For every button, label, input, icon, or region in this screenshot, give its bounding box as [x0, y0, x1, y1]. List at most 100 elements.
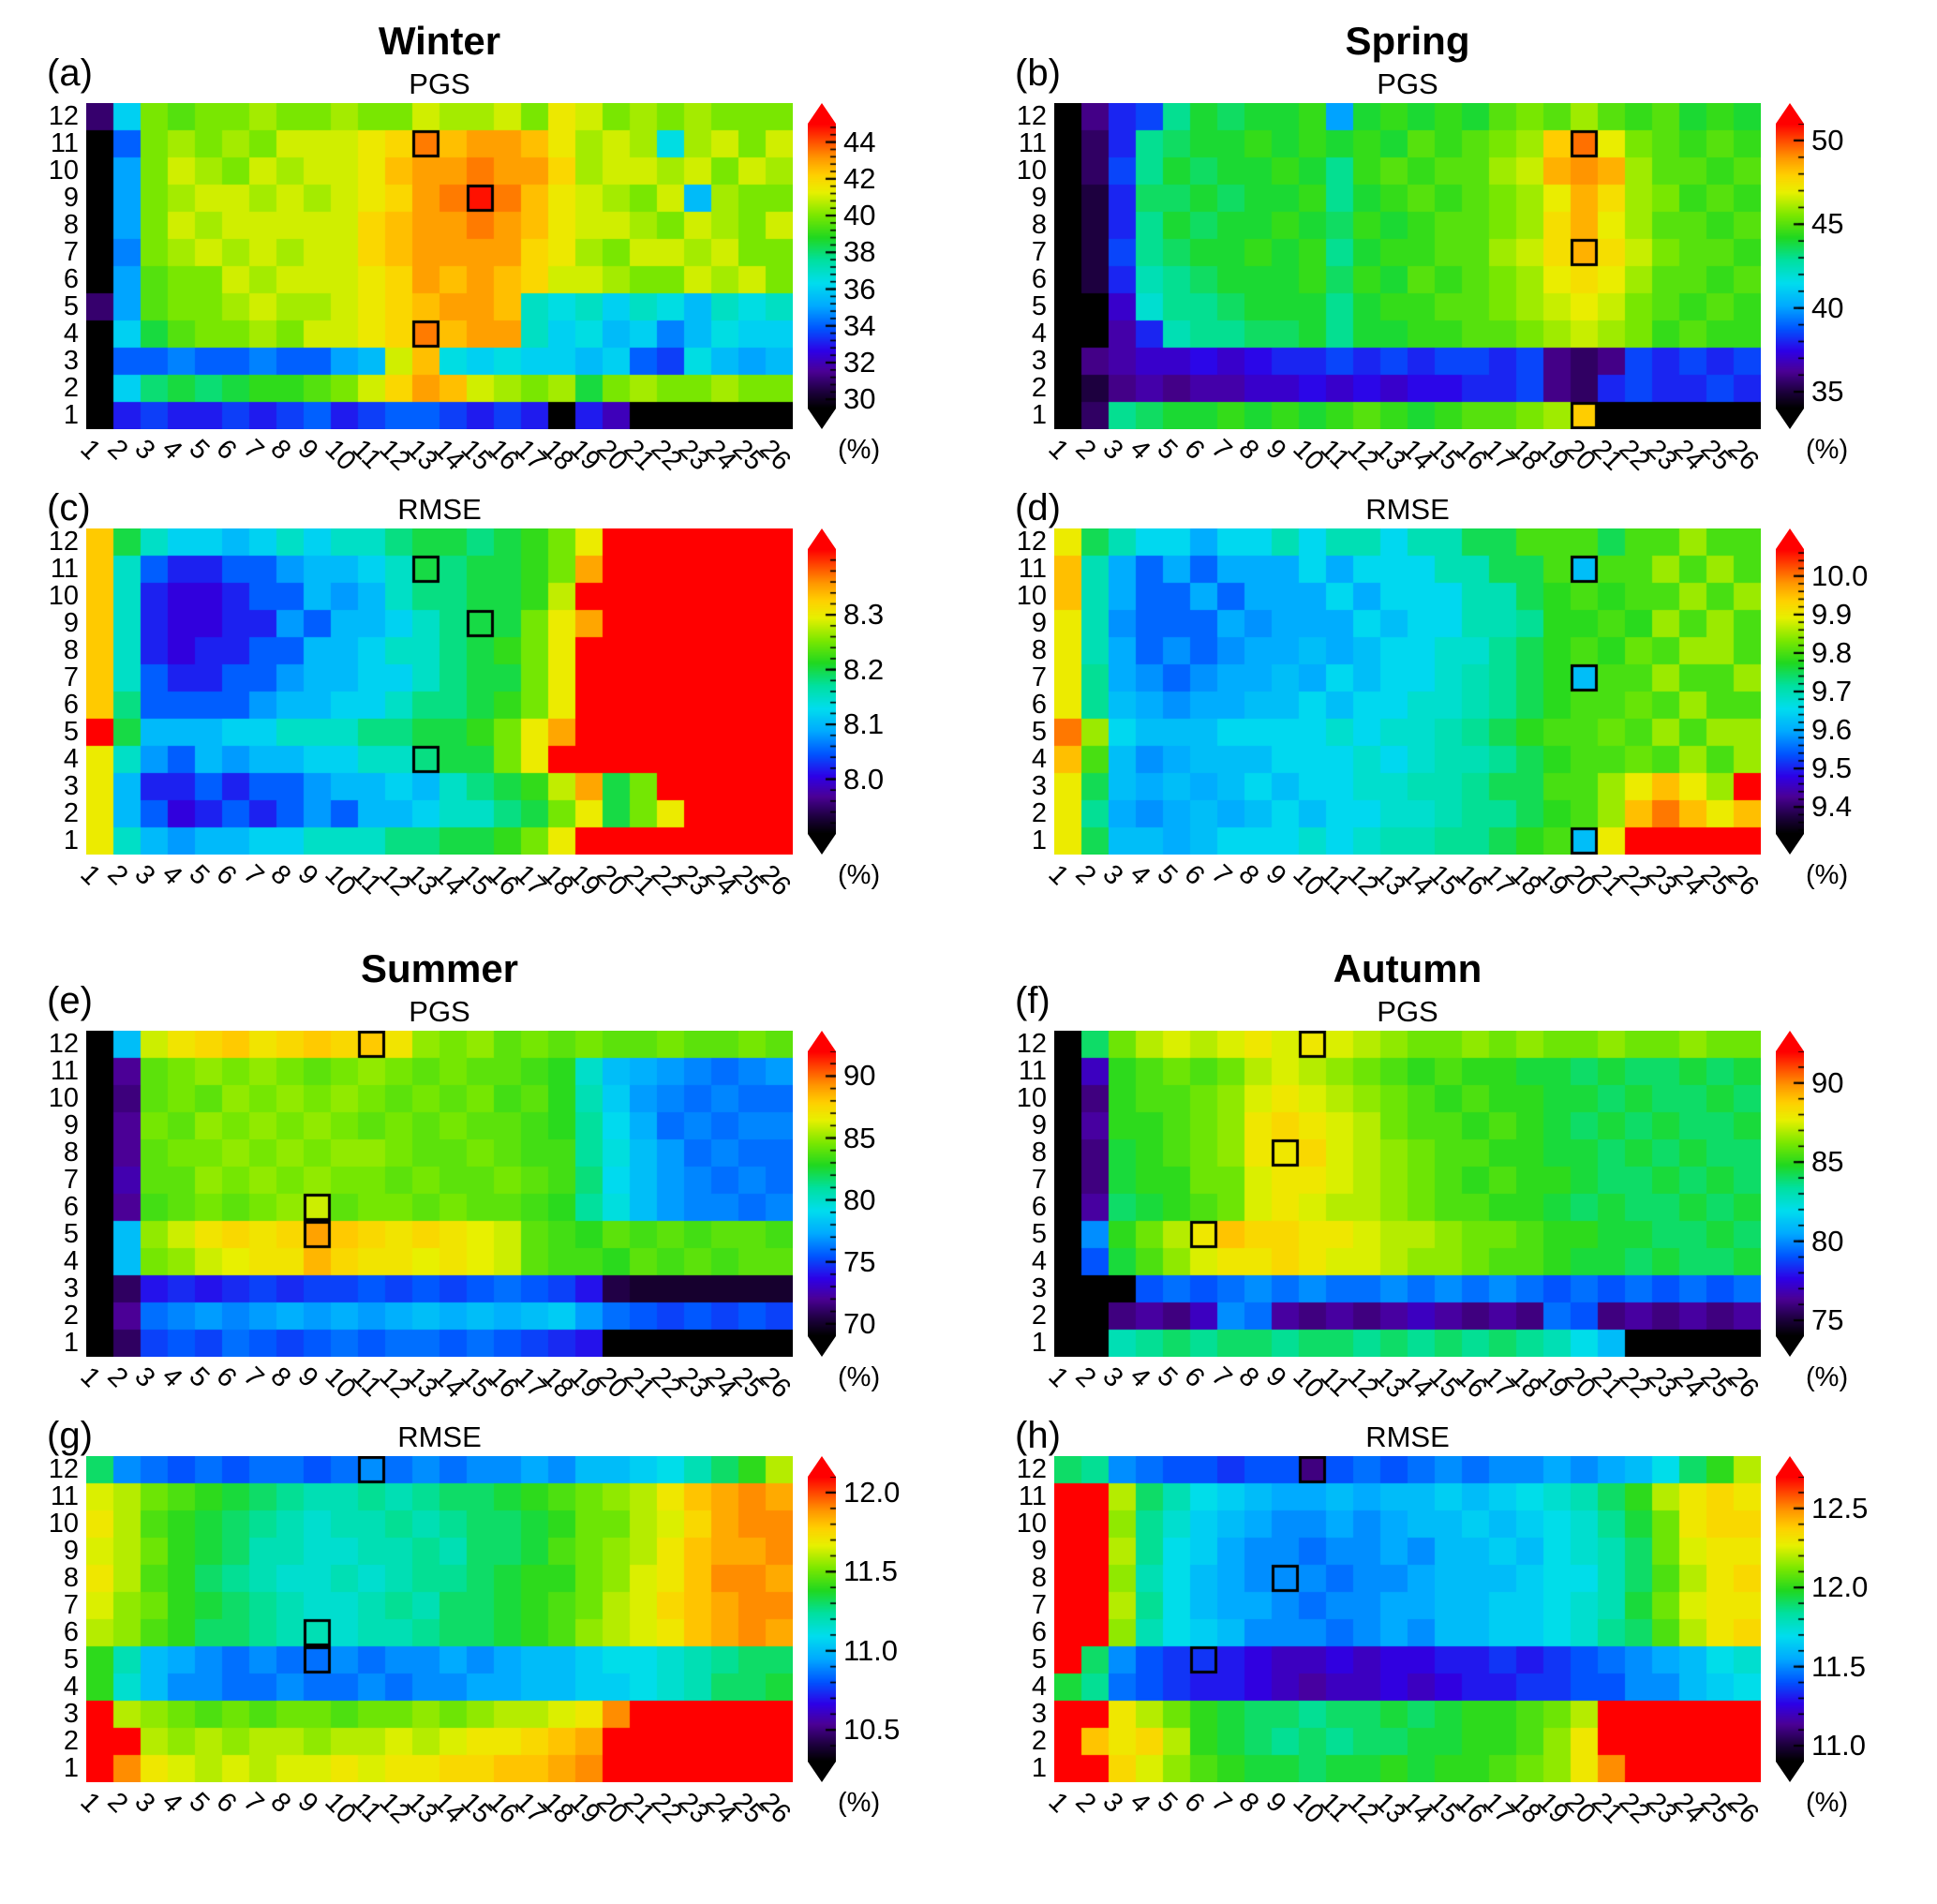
y-tick-label: 6: [63, 1617, 79, 1647]
colorbar-tick-labels: 12.5 12.0 11.5 11.0: [1811, 1456, 1888, 1782]
x-tick-label: 5: [182, 859, 215, 892]
y-tick-label: 7: [63, 662, 79, 692]
y-tick-label: 1: [63, 1328, 79, 1358]
plot-row: 12 11 10 9 8 7 6 5 4 3 2 1 1 2 3 4 5 6 7 8 9 10 11 12 13 14 15 16 1…: [43, 1456, 968, 1838]
y-tick-label: 2: [63, 373, 79, 403]
metric-title: PGS: [1377, 995, 1438, 1028]
colorbar-tick-label: 12.5: [1811, 1491, 1869, 1525]
x-tick-label: 5: [1150, 1787, 1183, 1820]
colorbar-over-range-arrow-icon: [1776, 103, 1804, 124]
x-tick-label: 9: [1259, 859, 1291, 892]
x-tick-label: 3: [127, 434, 160, 467]
y-tick-label: 10: [1016, 1083, 1047, 1113]
panel-label: (d): [1015, 487, 1061, 528]
x-tick-label: 3: [1095, 1361, 1128, 1394]
colorbar-tick-label: 30: [843, 382, 876, 416]
y-tick-label: 2: [63, 798, 79, 828]
x-tick-label: 7: [1204, 1787, 1237, 1820]
heatmap-wrap: 1 2 3 4 5 6 7 8 9 10 11 12 13 14 15 16 17 18 19 20 21 22 23 24 2…: [74, 1456, 797, 1838]
colorbar-tick-label: 11.5: [843, 1554, 899, 1588]
x-tick-label: 8: [1231, 1361, 1264, 1394]
plot-row: 12 11 10 9 8 7 6 5 4 3 2 1 1 2 3 4 5 6 7 8 9 10 11 12 13 14 15 16 1…: [1011, 528, 1937, 911]
heatmap-panel: RMSE (d) 12 11 10 9 8 7 6 5 4 3 2 1 1 2 3 4 5 6 7 8 9 10 11 12…: [968, 487, 1937, 915]
y-tick-label: 3: [63, 1273, 79, 1303]
x-tick-label: 2: [100, 859, 133, 892]
x-tick-label: 26: [1721, 1361, 1765, 1405]
colorbar-tick-label: 9.4: [1811, 790, 1853, 824]
y-tick-label: 1: [63, 400, 79, 430]
x-tick-label: 26: [752, 1361, 797, 1405]
y-tick-label: 9: [1031, 608, 1047, 638]
colorbar-under-range-arrow-icon: [1776, 1336, 1804, 1357]
y-tick-label: 12: [48, 527, 79, 557]
colorbar-tick-label: 34: [843, 308, 876, 342]
metric-title: PGS: [1377, 67, 1438, 100]
x-tick-label: 2: [100, 1361, 133, 1394]
x-tick-label: 4: [155, 434, 187, 467]
y-tick-label: 2: [63, 1301, 79, 1331]
x-tick-label: 2: [100, 434, 133, 467]
x-tick-label: 4: [155, 1361, 187, 1394]
x-tick-label: 2: [1068, 859, 1101, 892]
x-tick-label: 26: [752, 1787, 797, 1830]
colorbar-tick-label: 11.5: [1811, 1649, 1867, 1683]
x-tick-label: 2: [100, 1787, 133, 1820]
colorbar-tick-label: 36: [843, 272, 876, 305]
colorbar-tick-labels: 12.0 11.5 11.0 10.5: [843, 1456, 920, 1782]
y-tick-label: 9: [63, 1110, 79, 1140]
colorbar-tick-label: 9.5: [1811, 751, 1853, 785]
y-tick-label: 9: [1031, 1110, 1047, 1140]
colorbar: 12.0 11.5 11.0 10.5 (%): [808, 1456, 920, 1831]
y-tick-label: 5: [63, 291, 79, 321]
colorbar-tick-label: 38: [843, 235, 876, 269]
x-tick-label: 7: [236, 1787, 269, 1820]
y-tick-label: 5: [63, 1644, 79, 1674]
x-tick-label: 26: [752, 434, 797, 477]
y-tick-label: 8: [63, 1563, 79, 1593]
x-tick-label: 7: [1204, 434, 1237, 467]
y-tick-label: 4: [63, 1246, 79, 1276]
y-tick-label: 4: [1031, 319, 1047, 349]
colorbar: 90 85 80 75 (%): [1776, 1031, 1888, 1406]
colorbar-unit-label: (%): [1806, 1788, 1849, 1818]
colorbar-tick-labels: 44 42 40 38 36 34 32 30: [843, 103, 920, 429]
y-tick-label: 7: [63, 1590, 79, 1620]
colorbar-tick-label: 90: [843, 1059, 876, 1093]
y-tick-label: 12: [1016, 527, 1047, 557]
y-tick-label: 2: [1031, 1301, 1047, 1331]
colorbar-unit-label: (%): [1806, 860, 1849, 890]
colorbar-under-range-arrow-icon: [1776, 834, 1804, 855]
y-tick-label: 2: [1031, 798, 1047, 828]
plot-row: 12 11 10 9 8 7 6 5 4 3 2 1 1 2 3 4 5 6 7 8 9 10 11 12 13 14 15 16 1…: [43, 528, 968, 911]
y-tick-label: 9: [63, 608, 79, 638]
y-tick-label: 5: [1031, 291, 1047, 321]
y-tick-label: 3: [63, 771, 79, 801]
y-tick-label: 4: [63, 744, 79, 774]
panel-head: PGS: [1054, 66, 1761, 103]
colorbar-under-range-arrow-icon: [1776, 1762, 1804, 1782]
colorbar-under-range-arrow-icon: [808, 1762, 836, 1782]
y-tick-label: 8: [1031, 1563, 1047, 1593]
x-tick-label: 1: [1041, 434, 1074, 467]
y-tick-label: 1: [63, 1753, 79, 1783]
colorbar-tick-label: 9.9: [1811, 597, 1853, 631]
colorbar-gradient: [1776, 124, 1804, 409]
x-tick-label: 26: [1721, 859, 1765, 902]
colorbar-tick-labels: 90 85 80 75: [1811, 1031, 1888, 1357]
colorbar-tick-label: 75: [843, 1244, 876, 1278]
x-tick-label: 5: [1150, 1361, 1183, 1394]
y-tick-label: 9: [63, 1536, 79, 1566]
y-tick-label: 11: [1018, 1056, 1047, 1086]
panel-label: (b): [1015, 52, 1061, 94]
colorbar-tick-label: 75: [1811, 1303, 1844, 1337]
y-tick-label: 6: [63, 1192, 79, 1222]
x-tick-label: 3: [127, 1787, 160, 1820]
x-tick-label: 1: [73, 1787, 106, 1820]
colorbar-over-range-arrow-icon: [1776, 1456, 1804, 1477]
panel-head: PGS: [86, 993, 793, 1031]
heatmap-wrap: 1 2 3 4 5 6 7 8 9 10 11 12 13 14 15 16 17 18 19 20 21 22 23 24 2…: [1042, 528, 1765, 911]
x-tick-label: 7: [1204, 1361, 1237, 1394]
y-tick-label: 7: [1031, 1165, 1047, 1195]
colorbar-over-range-arrow-icon: [808, 528, 836, 549]
